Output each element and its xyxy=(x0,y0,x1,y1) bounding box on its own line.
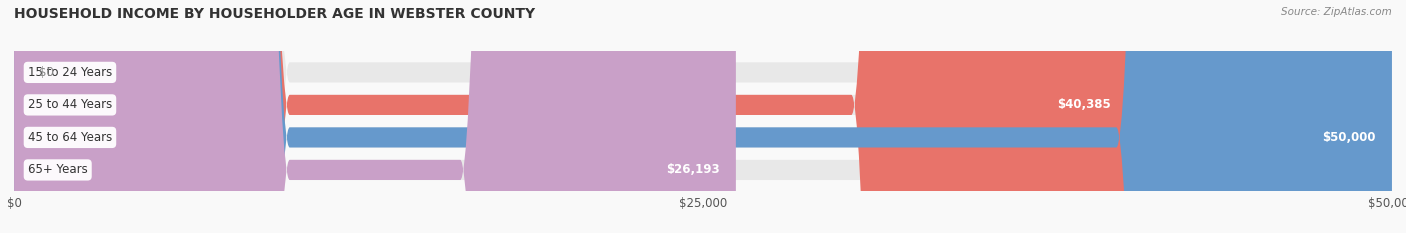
Text: HOUSEHOLD INCOME BY HOUSEHOLDER AGE IN WEBSTER COUNTY: HOUSEHOLD INCOME BY HOUSEHOLDER AGE IN W… xyxy=(14,7,536,21)
FancyBboxPatch shape xyxy=(14,0,1392,233)
Text: 45 to 64 Years: 45 to 64 Years xyxy=(28,131,112,144)
Text: 15 to 24 Years: 15 to 24 Years xyxy=(28,66,112,79)
FancyBboxPatch shape xyxy=(14,0,1392,233)
Text: 65+ Years: 65+ Years xyxy=(28,163,87,176)
FancyBboxPatch shape xyxy=(14,0,1392,233)
FancyBboxPatch shape xyxy=(14,0,735,233)
Text: 25 to 44 Years: 25 to 44 Years xyxy=(28,98,112,111)
FancyBboxPatch shape xyxy=(14,0,1392,233)
Text: $26,193: $26,193 xyxy=(665,163,720,176)
Text: Source: ZipAtlas.com: Source: ZipAtlas.com xyxy=(1281,7,1392,17)
FancyBboxPatch shape xyxy=(14,0,1392,233)
Text: $50,000: $50,000 xyxy=(1322,131,1375,144)
Text: $40,385: $40,385 xyxy=(1057,98,1111,111)
Text: $0: $0 xyxy=(39,66,53,79)
FancyBboxPatch shape xyxy=(14,0,1128,233)
